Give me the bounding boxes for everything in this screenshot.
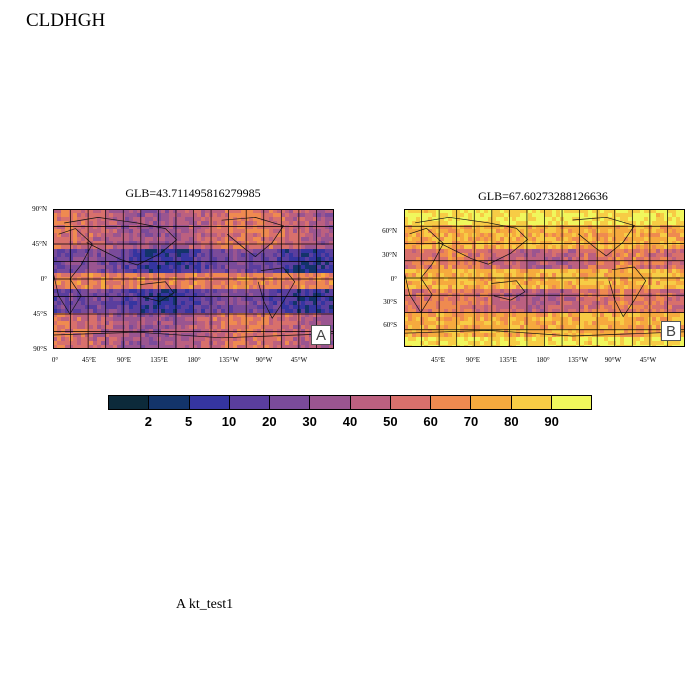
panel-b-lon-tick: 90°W — [604, 356, 622, 364]
colorbar-label: 50 — [383, 414, 398, 429]
panel-b-title: GLB=67.60273288126636 — [478, 189, 608, 203]
panel-a-lon-tick: 90°W — [255, 356, 273, 364]
panel-a-lat-tick: 90°N — [32, 205, 47, 213]
panel-b-lon-tick: 180° — [536, 356, 550, 364]
colorbar-label: 90 — [544, 414, 559, 429]
panel-a-lat-tick: 45°S — [33, 310, 47, 318]
panel-a-lon-tick: 0° — [51, 356, 59, 364]
panel-b-badge: B — [661, 321, 681, 341]
panel-b-lat-tick: 30°S — [383, 298, 397, 306]
colorbar-box — [350, 396, 391, 409]
panel-a-lon-tick: 45°W — [290, 356, 308, 364]
page-title: CLDHGH — [26, 10, 106, 31]
colorbar-box — [471, 396, 512, 409]
colorbar-label: 80 — [504, 414, 519, 429]
colorbar-box — [390, 396, 431, 409]
colorbar-box — [270, 396, 311, 409]
colorbar-box — [511, 396, 552, 409]
panel-a-lat-tick: 90°S — [33, 345, 47, 353]
colorbar-box — [551, 396, 591, 409]
footer-label: A kt_test1 — [176, 597, 234, 612]
panel-b-lon-tick: 45°W — [639, 356, 657, 364]
panel-b-lon-tick: 135°E — [499, 356, 517, 364]
panel-b-map — [404, 209, 685, 347]
panel-a-lat-tick: 0° — [40, 275, 47, 283]
panel-a-title: GLB=43.711495816279985 — [125, 186, 261, 200]
colorbar-box — [229, 396, 270, 409]
colorbar-label: 2 — [144, 414, 152, 429]
panel-b-lat-tick: 0° — [390, 275, 397, 283]
colorbar-box — [149, 396, 190, 409]
colorbar — [108, 395, 592, 410]
panel-b-lat-tick: 60°N — [382, 227, 397, 235]
colorbar-label: 5 — [185, 414, 193, 429]
panel-a-badge: A — [311, 325, 331, 345]
colorbar-label: 60 — [423, 414, 438, 429]
panel-b-lon-tick: 90°E — [465, 356, 481, 364]
panel-b-lon-tick: 45°E — [430, 356, 446, 364]
panel-b-lon-tick: 135°W — [568, 356, 588, 364]
panel-a-lon-tick: 180° — [187, 356, 201, 364]
colorbar-box — [109, 396, 150, 409]
colorbar-box — [431, 396, 472, 409]
panel-a-lon-tick: 135°E — [150, 356, 168, 364]
panel-b-lat-tick: 30°N — [382, 251, 397, 259]
colorbar-label: 20 — [262, 414, 277, 429]
colorbar-box — [189, 396, 230, 409]
panel-a-lon-tick: 90°E — [116, 356, 132, 364]
colorbar-label: 40 — [342, 414, 358, 429]
panel-b-lat-tick: 60°S — [383, 321, 397, 329]
panel-a-lon-tick: 45°E — [81, 356, 97, 364]
panel-a-lat-tick: 45°N — [32, 240, 47, 248]
colorbar-box — [310, 396, 351, 409]
colorbar-label: 10 — [221, 414, 237, 429]
panel-a-map — [53, 209, 334, 349]
colorbar-label: 70 — [463, 414, 479, 429]
colorbar-label: 30 — [302, 414, 317, 429]
panel-a-lon-tick: 135°W — [219, 356, 239, 364]
